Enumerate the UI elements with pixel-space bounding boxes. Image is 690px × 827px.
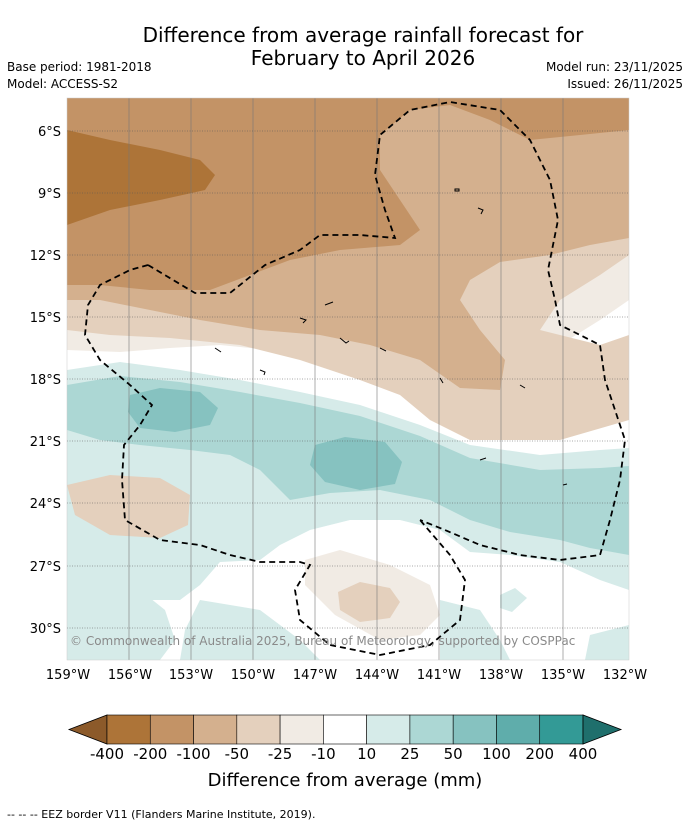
lon-label: 138°W bbox=[479, 668, 523, 683]
colorbar-title: Difference from average (mm) bbox=[207, 770, 483, 791]
colorbar-swatch bbox=[366, 714, 411, 745]
colorbar-tick-label: 100 bbox=[482, 745, 511, 763]
lat-label: 6°S bbox=[38, 125, 61, 140]
dry-patch-sw bbox=[67, 475, 190, 538]
colorbar-tick-label: 25 bbox=[400, 745, 420, 763]
lon-label: 156°W bbox=[108, 668, 152, 683]
colorbar-swatch bbox=[452, 714, 497, 745]
lat-label: 27°S bbox=[30, 560, 61, 575]
colorbar-swatch bbox=[149, 714, 194, 745]
colorbar bbox=[67, 714, 623, 745]
run-info: Model run: 23/11/2025 Issued: 26/11/2025 bbox=[546, 59, 683, 93]
lon-label: 144°W bbox=[355, 668, 399, 683]
lon-label: 147°W bbox=[293, 668, 337, 683]
title-line-2: February to April 2026 bbox=[250, 46, 476, 70]
wet-patch-southwest bbox=[67, 560, 175, 660]
lon-label: 132°W bbox=[603, 668, 647, 683]
eez-footnote: -- -- -- EEZ border V11 (Flanders Marine… bbox=[7, 808, 316, 821]
title-line-1: Difference from average rainfall forecas… bbox=[142, 23, 584, 47]
lat-label: 30°S bbox=[30, 622, 61, 637]
lon-label: 159°W bbox=[46, 668, 90, 683]
anomaly-field bbox=[67, 98, 629, 660]
colorbar-tick-label: -200 bbox=[133, 745, 168, 763]
parallels bbox=[67, 130, 629, 629]
lon-label: 135°W bbox=[541, 668, 585, 683]
colorbar-tick-label: -10 bbox=[311, 745, 336, 763]
colorbar-extend-low bbox=[67, 714, 108, 745]
wet-patch-islet bbox=[500, 588, 527, 612]
wet-core-100-central bbox=[310, 437, 402, 490]
model-run: Model run: 23/11/2025 bbox=[545, 60, 683, 74]
lat-label: 12°S bbox=[30, 249, 61, 264]
map-frame bbox=[66, 97, 630, 661]
wet-core-100-west bbox=[128, 388, 218, 432]
colorbar-swatch bbox=[496, 714, 541, 745]
lon-label: 141°W bbox=[417, 668, 461, 683]
copyright-notice: © Commonwealth of Australia 2025, Bureau… bbox=[70, 634, 576, 648]
colorbar-swatch bbox=[279, 714, 324, 745]
islands bbox=[214, 188, 568, 486]
colorbar-swatch bbox=[106, 714, 151, 745]
lat-label: 21°S bbox=[30, 435, 61, 450]
latitude-labels: 6°S 9°S 12°S 15°S 18°S 21°S 24°S 27°S 30… bbox=[30, 125, 61, 637]
lat-label: 15°S bbox=[30, 311, 61, 326]
lat-label: 18°S bbox=[30, 373, 61, 388]
eez-borders bbox=[84, 101, 626, 656]
colorbar-tick-label: 400 bbox=[568, 745, 598, 763]
colorbar-swatch bbox=[193, 714, 238, 745]
longitude-labels: 159°W 156°W 153°W 150°W 147°W 144°W 141°… bbox=[46, 668, 647, 683]
colorbar-swatch bbox=[323, 714, 367, 745]
colorbar-swatch bbox=[539, 714, 584, 745]
lon-label: 150°W bbox=[231, 668, 275, 683]
colorbar-swatch bbox=[409, 714, 454, 745]
colorbar-swatch bbox=[236, 714, 281, 745]
model-name: Model: ACCESS-S2 bbox=[7, 77, 119, 91]
colorbar-extend-high bbox=[582, 714, 623, 745]
colorbar-tick-label: -25 bbox=[267, 745, 293, 763]
wet-patch-south bbox=[180, 600, 320, 660]
lat-label: 9°S bbox=[38, 187, 61, 202]
wet-patch-east bbox=[440, 600, 510, 660]
lon-label: 153°W bbox=[169, 668, 213, 683]
map-title: Difference from average rainfall forecas… bbox=[0, 24, 690, 70]
colorbar-tick-label: 200 bbox=[525, 745, 555, 763]
colorbar-tick-label: -50 bbox=[224, 745, 250, 763]
colorbar-tick-label: -400 bbox=[89, 745, 125, 763]
base-period: Base period: 1981-2018 bbox=[7, 60, 152, 74]
wet-patch-southeast bbox=[585, 625, 629, 660]
lat-label: 24°S bbox=[30, 497, 61, 512]
base-info: Base period: 1981-2018 Model: ACCESS-S2 bbox=[7, 59, 152, 93]
colorbar-tick-label: 10 bbox=[357, 745, 377, 763]
colorbar-tick-label: -100 bbox=[176, 745, 211, 763]
dry-patch-south-50 bbox=[338, 582, 400, 622]
dry-core-400 bbox=[67, 130, 215, 225]
issued-date: Issued: 26/11/2025 bbox=[567, 77, 683, 91]
dry-band-200 bbox=[67, 98, 629, 290]
colorbar-tick-label: 50 bbox=[443, 745, 463, 763]
